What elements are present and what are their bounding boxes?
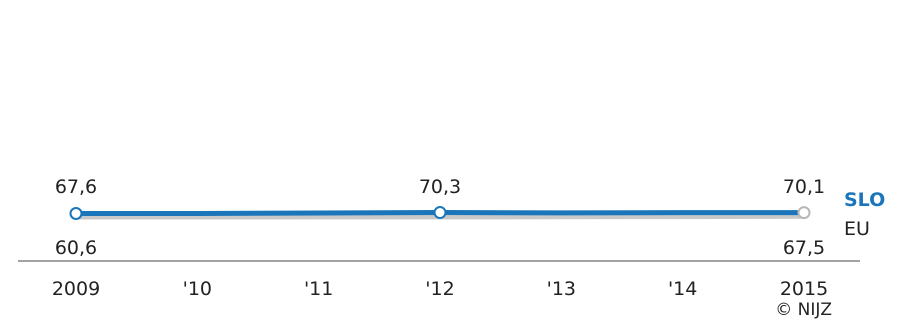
x-tick-label: '10 <box>183 278 212 300</box>
slo-data-label: 70,3 <box>419 176 461 198</box>
x-tick-label: 2009 <box>52 278 100 300</box>
legend: SLO EU <box>844 189 885 240</box>
x-tick-label: '11 <box>304 278 333 300</box>
slo-point-marker <box>69 207 83 220</box>
copyright-text: © NIJZ <box>775 300 832 320</box>
slo-data-label: 70,1 <box>783 176 825 198</box>
legend-slo: SLO <box>844 189 885 211</box>
data-label-layer: 67,6 70,3 70,1 60,6 67,5 <box>55 176 825 259</box>
series-layer <box>69 206 811 220</box>
slo-data-label: 67,6 <box>55 176 97 198</box>
slo-point-marker <box>433 206 447 220</box>
legend-eu: EU <box>844 218 870 240</box>
eu-data-label: 60,6 <box>55 237 97 259</box>
x-tick-label: '14 <box>668 278 697 300</box>
x-tick-label: '12 <box>425 278 454 300</box>
x-tick-layer: 2009 '10 '11 '12 '13 '14 2015 <box>52 278 828 300</box>
slo-point-marker <box>797 206 811 220</box>
x-tick-label: '13 <box>547 278 576 300</box>
eu-data-label: 67,5 <box>783 237 825 259</box>
x-tick-label: 2015 <box>780 278 828 300</box>
